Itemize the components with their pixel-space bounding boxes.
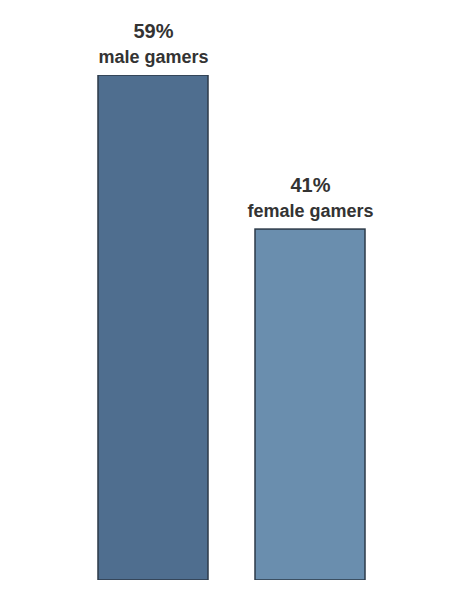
svg-text:41%: 41% [290, 174, 330, 196]
svg-text:59%: 59% [133, 20, 173, 42]
svg-text:female gamers: female gamers [247, 201, 373, 221]
svg-text:male gamers: male gamers [98, 47, 208, 67]
